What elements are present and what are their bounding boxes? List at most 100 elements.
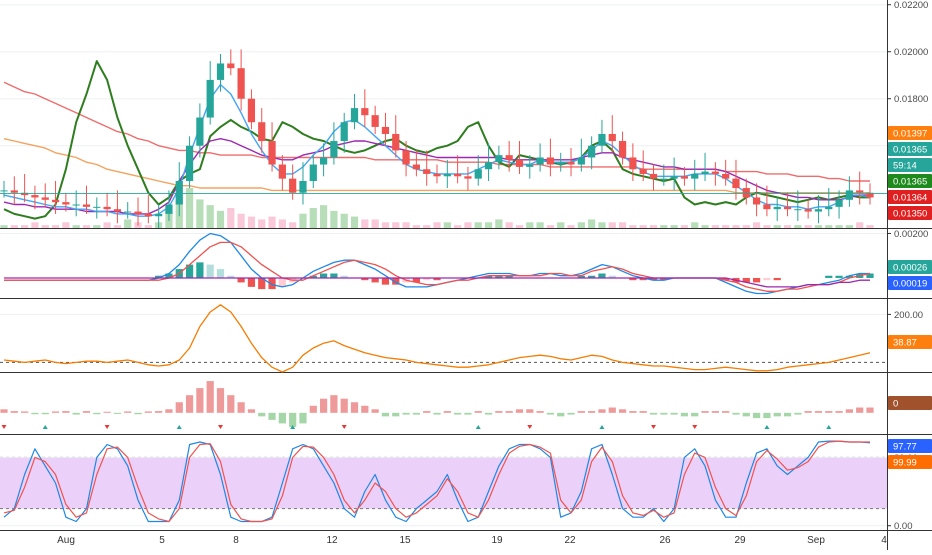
volume-bar <box>701 225 709 228</box>
macd-histogram-bar <box>433 277 441 281</box>
histogram-bar <box>433 412 441 415</box>
x-tick-label: 26 <box>659 535 671 546</box>
volume-bar <box>237 213 245 228</box>
macd-histogram-bar <box>639 277 647 281</box>
candle-body <box>691 173 699 179</box>
candle-body <box>835 199 843 207</box>
histogram-bar <box>175 402 183 413</box>
volume-bar <box>289 222 297 228</box>
histogram-bar <box>825 411 833 413</box>
volume-bar <box>794 225 802 228</box>
price-badge-label: 0.01350 <box>893 209 927 220</box>
macd-line <box>4 241 871 292</box>
candle-body <box>10 190 18 193</box>
histogram-bar <box>247 409 256 413</box>
candle-body <box>247 98 256 123</box>
histogram-bar <box>350 402 359 413</box>
volume-bar <box>216 210 225 228</box>
histogram-bar <box>361 405 369 413</box>
volume-bar <box>103 222 111 228</box>
price-badge-label: 0 <box>893 399 898 410</box>
histogram-bar <box>794 412 802 415</box>
sell-signal-arrow <box>104 425 110 429</box>
macd-histogram-bar <box>247 277 256 287</box>
histogram-bar <box>732 412 740 415</box>
candle-body <box>505 155 513 160</box>
candle-body <box>722 173 730 179</box>
histogram-bar <box>278 412 286 424</box>
candle-body <box>536 157 544 165</box>
volume-bar <box>536 222 544 228</box>
macd-histogram-bar <box>330 273 338 278</box>
buy-signal-arrow <box>475 425 481 429</box>
macd-histogram-bar <box>165 273 173 278</box>
candle-body <box>371 115 379 127</box>
candle-body <box>454 173 462 177</box>
histogram-bar <box>783 412 792 417</box>
volume-bar <box>814 225 823 228</box>
candle-body <box>845 190 853 200</box>
macd-histogram-bar <box>278 277 286 287</box>
price-badge-label: 59:14 <box>893 161 917 172</box>
panel-background <box>0 300 887 372</box>
histogram-bar <box>474 411 482 413</box>
sell-signal-arrow <box>218 425 223 429</box>
candle-body <box>783 206 792 210</box>
candle-body <box>237 68 245 99</box>
x-tick-label: Sep <box>807 535 825 546</box>
histogram-bar <box>495 411 503 413</box>
macd-histogram-bar <box>484 275 493 278</box>
histogram-bar <box>62 411 70 413</box>
histogram-bar <box>814 411 823 413</box>
price-badge <box>888 455 932 469</box>
candle-body <box>423 169 431 174</box>
volume-bar <box>330 210 338 228</box>
histogram-bar <box>546 412 555 415</box>
histogram-bar <box>763 412 771 419</box>
candle-body <box>557 162 565 165</box>
x-tick-label: 4 <box>881 535 887 546</box>
price-badge-label: 0.00019 <box>893 279 927 290</box>
macd-histogram-bar <box>598 273 606 278</box>
price-badge-label: 0.01365 <box>893 145 927 156</box>
volume-bar <box>691 222 699 228</box>
volume-bar <box>526 222 534 228</box>
histogram-bar <box>0 409 8 413</box>
histogram-bar <box>598 409 606 413</box>
volume-bar <box>10 225 18 228</box>
candle-body <box>134 211 142 214</box>
candle-body <box>185 145 194 181</box>
sell-signal-arrow <box>527 425 533 429</box>
histogram-bar <box>701 411 709 413</box>
histogram-bar <box>21 411 29 413</box>
candle-body <box>319 157 328 165</box>
volume-bar <box>82 225 91 228</box>
y-tick-label: 0.01800 <box>894 94 928 105</box>
macd-histogram-bar <box>423 277 431 281</box>
histogram-bar <box>93 412 101 415</box>
x-tick-label: 22 <box>564 535 576 546</box>
candle-body <box>443 173 451 177</box>
volume-bar <box>423 225 431 228</box>
histogram-bar <box>629 411 637 413</box>
histogram-bar <box>309 405 317 413</box>
price-badge-label: 0.01364 <box>893 193 927 204</box>
volume-bar <box>825 225 833 228</box>
histogram-bar <box>299 412 307 424</box>
histogram-bar <box>577 411 585 413</box>
histogram-bar <box>711 411 719 413</box>
histogram-bar <box>10 411 18 413</box>
histogram-bar <box>381 412 390 417</box>
candle-body <box>732 178 740 189</box>
price-badge-label: 0.01397 <box>893 129 927 140</box>
histogram-bar <box>216 388 225 413</box>
histogram-bar <box>804 411 812 413</box>
volume-bar <box>62 222 70 228</box>
candle-body <box>588 145 596 158</box>
price-badge <box>888 158 932 172</box>
oscillator-line <box>3 304 871 373</box>
candle-body <box>825 206 833 210</box>
candle-body <box>309 164 317 181</box>
candle-body <box>577 157 585 165</box>
